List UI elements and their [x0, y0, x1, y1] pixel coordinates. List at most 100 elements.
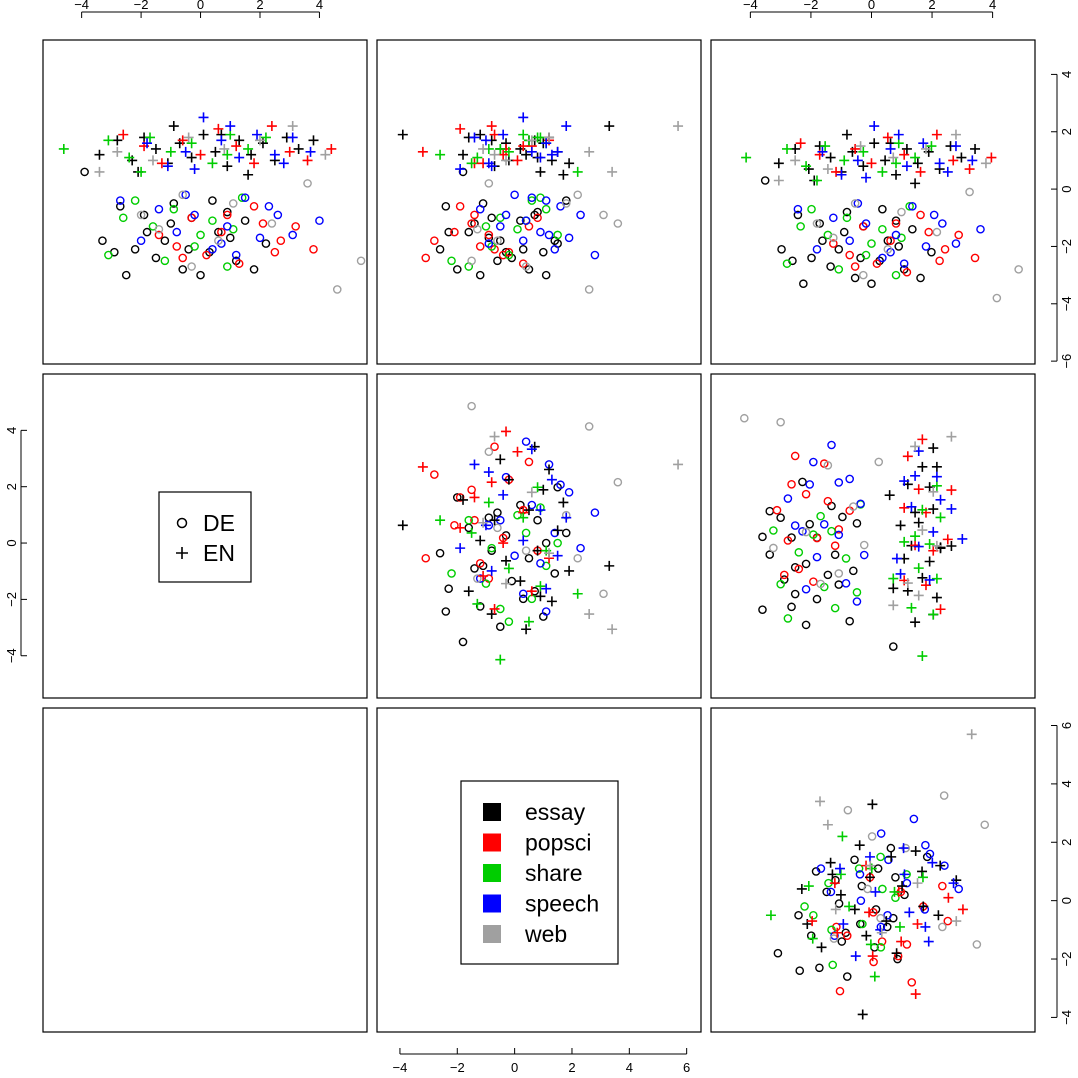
point-de-essay-p11-9: [178, 265, 188, 274]
point-de-speech-p12-12: [590, 250, 600, 260]
point-de-web-p11-3: [214, 236, 223, 246]
shape-legend-label-en: EN: [203, 540, 235, 566]
point-de-speech-p13-8: [921, 242, 931, 251]
point-en-share-p33-9: [917, 872, 928, 883]
point-de-speech-p12-1: [518, 236, 528, 246]
panel-2-2: [376, 373, 702, 699]
point-en-popsci-p11-3: [177, 135, 188, 146]
point-en-speech-p12-12: [455, 164, 466, 175]
point-en-essay-p13-16: [956, 152, 967, 163]
point-de-speech-p22-7: [527, 500, 537, 510]
point-en-share-p33-8: [894, 921, 905, 932]
point-en-popsci-p22-4: [498, 538, 509, 549]
point-de-essay-p33-4: [822, 887, 831, 897]
point-en-essay-p12-19: [397, 129, 408, 140]
point-en-web-p11-3: [219, 143, 230, 154]
panels-layer: [42, 39, 1036, 1033]
point-en-web-p13-7: [773, 175, 784, 186]
point-en-popsci-p12-0: [489, 129, 500, 140]
point-en-speech-p22-5: [535, 505, 546, 516]
point-de-essay-p12-15: [493, 256, 502, 266]
point-de-essay-p13-9: [850, 273, 860, 283]
color-legend-swatch-essay: [483, 803, 501, 821]
point-de-popsci-p22-8: [524, 457, 534, 467]
point-en-essay-p13-20: [910, 178, 921, 189]
point-de-web-p33-2: [867, 832, 877, 841]
point-en-speech-p23-3: [957, 533, 968, 544]
point-en-essay-p11-18: [168, 121, 179, 132]
point-en-share-p13-5: [858, 146, 869, 157]
point-de-essay-p13-1: [777, 245, 786, 254]
point-en-popsci-p13-6: [899, 149, 910, 160]
point-de-speech-p22-14: [556, 480, 565, 490]
left-tick-label-row2-0: −4: [4, 648, 19, 663]
point-de-speech-p23-2: [841, 579, 851, 588]
point-en-share-p13-11: [811, 175, 822, 186]
point-de-web-p23-2: [859, 540, 869, 550]
point-en-essay-p11-11: [234, 135, 245, 146]
point-en-speech-p11-5: [234, 152, 245, 163]
right-tick-label-row3-5: 6: [1059, 722, 1074, 729]
point-en-speech-p33-11: [898, 843, 909, 854]
point-de-essay-p13-5: [818, 236, 827, 246]
point-en-popsci-p13-11: [986, 152, 997, 163]
point-de-share-p23-0: [783, 614, 793, 623]
point-de-essay-p13-7: [834, 245, 844, 254]
point-de-essay-p33-14: [891, 872, 900, 882]
point-de-speech-p23-3: [812, 552, 822, 562]
point-de-popsci-p13-1: [845, 250, 854, 260]
point-de-popsci-p33-7: [907, 978, 917, 987]
point-en-essay-p23-15: [931, 461, 942, 472]
point-en-share-p22-10: [435, 515, 446, 526]
point-en-essay-p23-11: [928, 504, 939, 515]
point-de-popsci-p12-4: [450, 227, 459, 237]
point-en-speech-p22-0: [541, 583, 552, 594]
point-en-share-p22-9: [532, 482, 543, 493]
point-en-popsci-p13-2: [831, 166, 842, 177]
point-en-share-p22-6: [466, 527, 477, 538]
point-en-essay-p23-21: [928, 443, 939, 454]
point-en-popsci-p22-11: [501, 426, 512, 437]
point-de-speech-p11-12: [231, 250, 241, 260]
point-de-web-p13-9: [859, 270, 868, 280]
point-de-essay-p12-5: [444, 227, 453, 237]
point-de-web-p22-9: [521, 546, 531, 555]
point-en-share-p13-0: [741, 152, 752, 163]
point-de-speech-p23-5: [790, 521, 800, 530]
point-en-web-p22-0: [584, 609, 595, 620]
point-de-essay-p11-16: [240, 216, 250, 225]
point-en-share-p23-10: [910, 531, 921, 542]
point-de-share-p13-9: [867, 239, 876, 248]
point-de-speech-p12-6: [495, 222, 505, 231]
panel-1-3: [710, 39, 1036, 365]
point-de-popsci-p13-12: [891, 219, 901, 228]
point-de-web-p22-5: [613, 477, 623, 487]
point-de-essay-p11-4: [130, 245, 140, 254]
point-en-speech-p13-10: [942, 166, 953, 177]
point-en-speech-p12-10: [483, 158, 494, 169]
point-de-popsci-p13-7: [940, 245, 950, 254]
point-en-speech-p12-2: [552, 146, 563, 157]
point-en-web-p23-5: [946, 431, 957, 442]
point-de-essay-p22-15: [493, 508, 502, 517]
point-de-essay-p22-19: [441, 607, 451, 616]
point-de-essay-p11-18: [261, 239, 271, 248]
point-en-essay-p12-8: [475, 129, 486, 140]
point-de-speech-p33-8: [921, 840, 930, 850]
point-en-popsci-p12-5: [455, 123, 466, 134]
point-en-share-p22-7: [518, 512, 529, 523]
point-de-speech-p11-14: [264, 202, 274, 211]
point-en-popsci-p33-5: [867, 951, 878, 962]
point-de-popsci-p12-1: [475, 242, 485, 251]
point-de-essay-p22-7: [550, 569, 560, 578]
point-en-speech-p13-8: [950, 141, 961, 152]
point-de-popsci-p23-13: [787, 480, 796, 489]
point-de-speech-p12-0: [541, 196, 551, 205]
point-en-popsci-p23-5: [942, 534, 953, 545]
point-de-share-p11-8: [118, 213, 128, 223]
point-en-speech-p11-7: [269, 149, 280, 160]
point-de-essay-p13-20: [815, 219, 825, 228]
point-de-speech-p12-11: [521, 216, 531, 225]
point-de-speech-p33-13: [856, 896, 866, 905]
point-de-share-p13-4: [861, 250, 871, 260]
